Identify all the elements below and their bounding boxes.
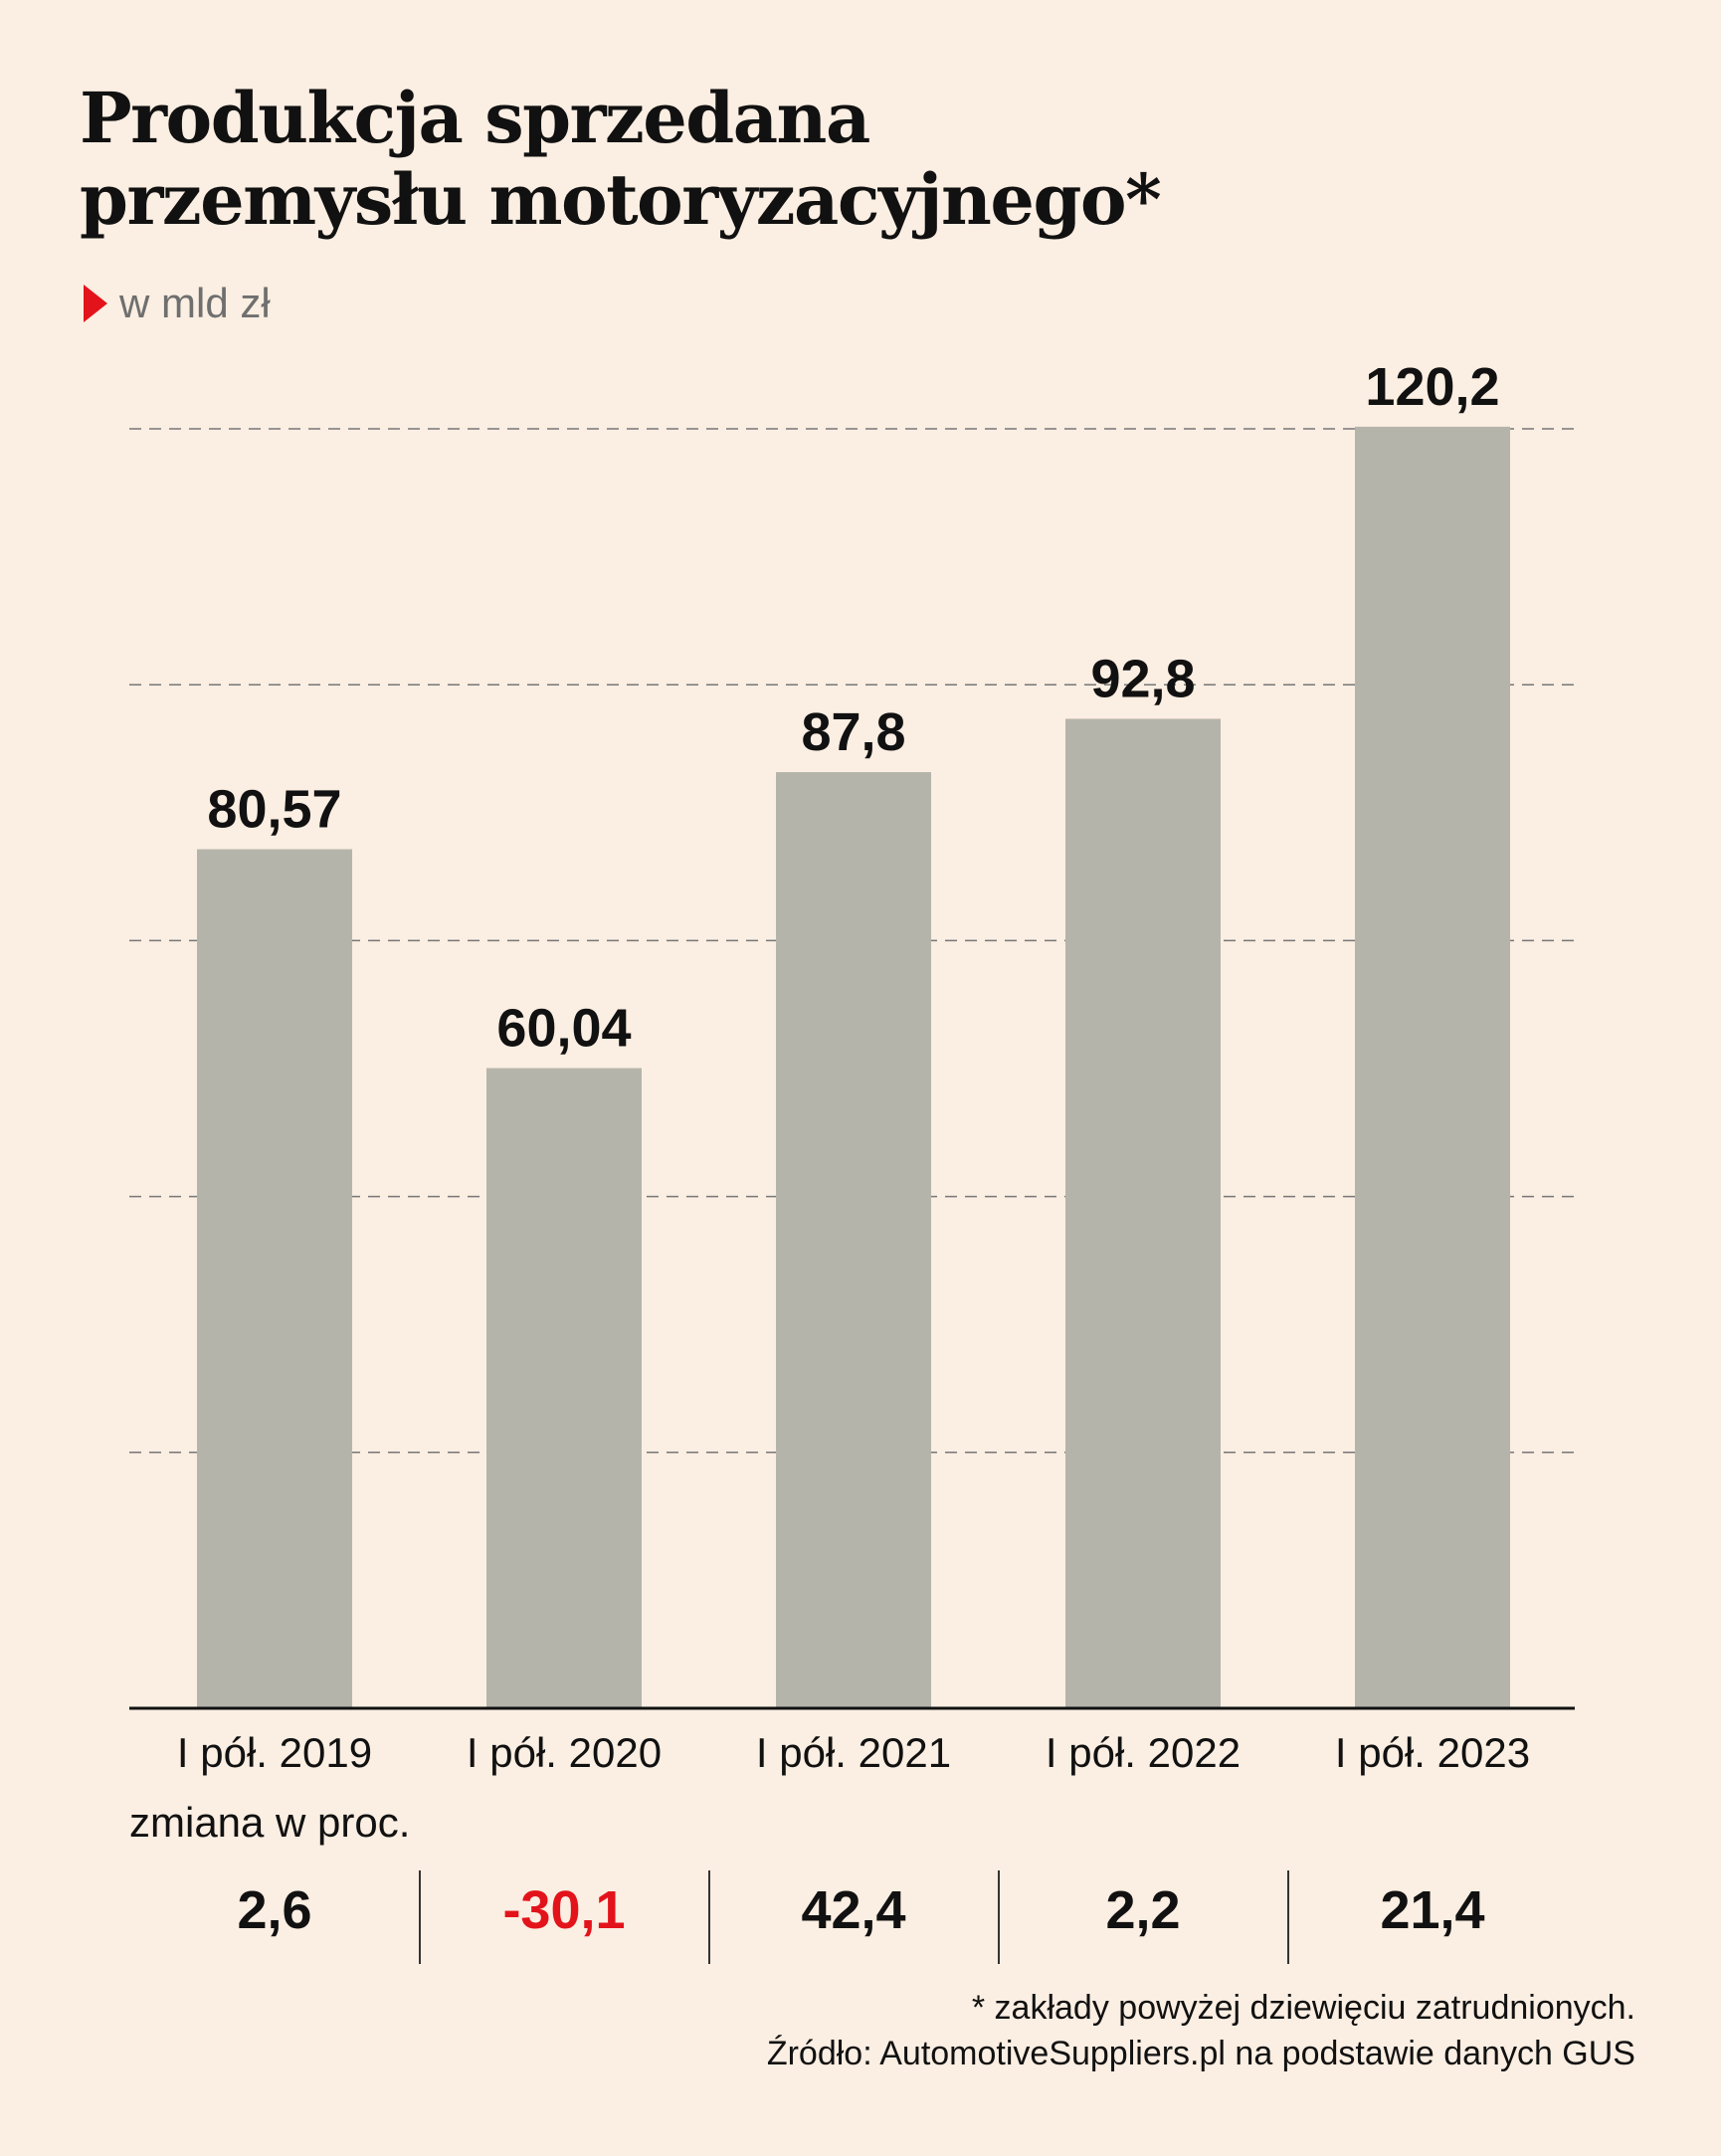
bar: [1065, 718, 1221, 1708]
change-value: 21,4: [1380, 1880, 1485, 1940]
footnote: * zakłady powyżej dziewięciu zatrudniony…: [767, 1985, 1635, 2076]
bar: [197, 849, 352, 1708]
chart-title: Produkcja sprzedana przemysłu motoryzacy…: [80, 78, 1572, 241]
value-label: 60,04: [496, 999, 631, 1059]
change-separator: [1286, 1870, 1289, 1964]
change-separator: [418, 1870, 421, 1964]
value-label: 92,8: [1090, 649, 1195, 708]
change-value: 2,2: [1105, 1880, 1181, 1940]
value-label: 120,2: [1365, 357, 1499, 417]
change-value: -30,1: [502, 1880, 626, 1940]
value-labels: 80,57 60,04 87,8 92,8 120,2: [207, 357, 1499, 1059]
x-tick-label: I pół. 2021: [756, 1729, 951, 1776]
bars: [197, 426, 1510, 1708]
footnote-note: * zakłady powyżej dziewięciu zatrudniony…: [971, 1989, 1635, 2027]
triangle-marker-icon: [84, 285, 107, 322]
footnote-source: Źródło: AutomotiveSuppliers.pl na podsta…: [766, 2035, 1635, 2072]
x-tick-label: I pół. 2022: [1046, 1729, 1241, 1776]
title-line-2: przemysłu motoryzacyjnego*: [80, 158, 1162, 241]
unit-subtitle: w mld zł: [84, 279, 271, 328]
x-tick-labels: I pół. 2019 I pół. 2020 I pół. 2021 I pół. …: [177, 1729, 1530, 1776]
bar: [1355, 426, 1510, 1708]
title-line-1: Produkcja sprzedana: [80, 77, 870, 159]
change-separator: [997, 1870, 1000, 1964]
value-label: 87,8: [801, 702, 905, 762]
value-label: 80,57: [207, 780, 341, 840]
x-tick-label: I pół. 2019: [177, 1729, 372, 1776]
x-tick-label: I pół. 2020: [467, 1729, 662, 1776]
unit-label: w mld zł: [119, 280, 271, 326]
change-value: 42,4: [801, 1880, 906, 1940]
bar: [486, 1068, 642, 1708]
change-row: 2,6 -30,1 42,4 2,2 21,4: [0, 1870, 1721, 1970]
change-label: zmiana w proc.: [129, 1799, 411, 1846]
change-value: 2,6: [237, 1880, 312, 1940]
x-tick-label: I pół. 2023: [1335, 1729, 1530, 1776]
bar: [776, 772, 931, 1708]
change-separator: [707, 1870, 710, 1964]
